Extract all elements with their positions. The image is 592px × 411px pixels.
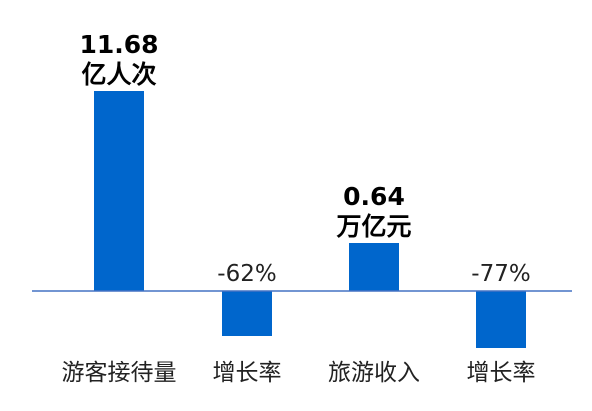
bar-3 [349, 243, 399, 291]
data-label-1-line-1: 11.68 [79, 30, 158, 59]
bar-1 [94, 91, 144, 291]
bars-group [94, 91, 526, 348]
category-label-4: 增长率 [467, 360, 536, 386]
category-labels-group: 游客接待量 增长率 旅游收入 增长率 [62, 360, 536, 386]
data-label-1-line-2: 亿人次 [81, 60, 156, 89]
data-label-4-line-1: -77% [471, 261, 530, 287]
data-label-3-line-1: 0.64 [343, 182, 405, 211]
data-label-3-line-2: 万亿元 [336, 212, 411, 241]
category-label-3: 旅游收入 [328, 360, 420, 386]
bar-2 [222, 291, 272, 336]
bar-4 [476, 291, 526, 348]
data-label-2-line-1: -62% [217, 261, 276, 287]
category-label-1: 游客接待量 [62, 360, 177, 386]
category-label-2: 增长率 [213, 360, 282, 386]
